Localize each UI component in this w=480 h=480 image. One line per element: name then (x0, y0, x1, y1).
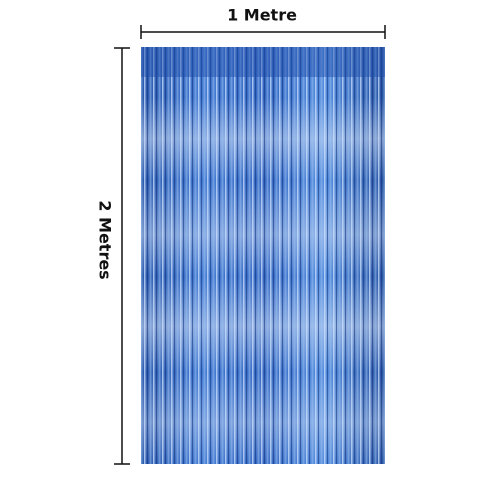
curtain-header (141, 47, 385, 77)
curtain (141, 47, 385, 464)
curtain-streaks (141, 47, 385, 464)
dimension-lines (114, 25, 386, 465)
height-label: 2 Metres (96, 200, 115, 279)
width-label: 1 Metre (227, 6, 297, 25)
